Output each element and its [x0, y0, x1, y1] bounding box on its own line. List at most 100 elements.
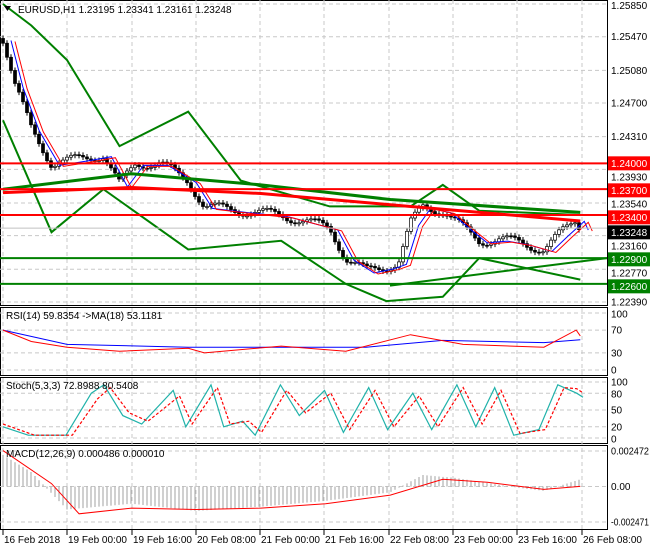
candle-body	[277, 211, 281, 215]
candle-body	[197, 196, 201, 203]
x-tick-label: 16 Feb 2018	[4, 535, 61, 546]
candle-body	[85, 156, 89, 160]
level-label: 1.22900	[611, 255, 648, 266]
candle-body	[313, 218, 317, 221]
candle-body	[349, 261, 353, 264]
candle-body	[409, 217, 413, 232]
candle-body	[369, 265, 373, 268]
candle-body	[229, 206, 233, 210]
candle-body	[273, 208, 277, 212]
candle-body	[81, 155, 85, 158]
candle-body	[373, 266, 377, 269]
candle-body	[433, 211, 437, 215]
candle-body	[549, 239, 553, 247]
candle-body	[37, 133, 41, 145]
level-label: 1.23700	[611, 186, 648, 197]
macd-signal-line	[2, 450, 581, 515]
ma-slow-green	[2, 172, 581, 214]
dropdown-triangle-icon[interactable]	[4, 6, 11, 11]
level-label-bg	[608, 156, 650, 171]
y-tick-label: 100	[611, 310, 628, 321]
candle-body	[325, 222, 329, 227]
candle-body	[221, 202, 225, 205]
panel-frame-3	[0, 445, 608, 530]
candle-body	[21, 91, 25, 103]
macd-label: MACD(12,26,9) 0.000486 0.000010	[6, 449, 165, 460]
y-tick-label: 1.25470	[611, 32, 648, 43]
x-tick-label: 23 Feb 00:00	[454, 535, 513, 546]
y-tick-label: 1.24700	[611, 99, 648, 110]
y-tick-label: 1.24310	[611, 132, 648, 143]
candle-body	[501, 236, 505, 240]
candle-body	[517, 237, 521, 241]
candle-body	[337, 241, 341, 251]
stoch-signal-line	[2, 386, 584, 436]
candle-body	[553, 234, 557, 241]
candle-body	[245, 215, 249, 218]
candle-body	[477, 237, 481, 245]
candle-body	[301, 221, 305, 224]
y-tick-label: 70	[611, 326, 623, 337]
candle-body	[25, 101, 29, 113]
y-tick-label: 1.25850	[611, 1, 648, 12]
stoch-label: Stoch(5,3,3) 72.8988 80.5408	[6, 381, 139, 392]
candle-body	[53, 165, 57, 168]
rsi-ma-line	[2, 329, 581, 348]
candle-body	[377, 267, 381, 270]
candle-body	[537, 251, 541, 254]
candle-body	[9, 56, 13, 71]
x-tick-label: 26 Feb 08:00	[583, 535, 642, 546]
candle-body	[485, 244, 489, 247]
candle-body	[217, 202, 221, 205]
y-tick-label: 0	[611, 434, 617, 445]
y-tick-label: 1.23930	[611, 172, 648, 183]
y-tick-label: 1.23160	[611, 241, 648, 252]
y-tick-label: 80	[611, 390, 623, 401]
candle-body	[449, 215, 453, 218]
current-price-label: 1.23248	[611, 228, 648, 239]
candle-body	[569, 223, 573, 226]
y-tick-label: 50	[611, 406, 623, 417]
candle-body	[149, 167, 153, 169]
candle-body	[573, 222, 577, 225]
chart-header: EURUSD,H1 1.23195 1.23341 1.23161 1.2324…	[18, 5, 232, 16]
bollinger-upper	[2, 3, 581, 216]
candle-body	[329, 226, 333, 233]
y-tick-label: 0.00	[611, 482, 631, 493]
candle-body	[257, 209, 261, 213]
current-price-label-bg	[608, 225, 650, 240]
candle-body	[353, 261, 357, 264]
candle-body	[321, 219, 325, 224]
candle-body	[205, 206, 209, 208]
rsi-label: RSI(14) 59.8354 ->MA(18) 53.1181	[6, 311, 163, 322]
candle-body	[265, 207, 269, 210]
candle-body	[289, 220, 293, 224]
y-tick-label: 0.002472	[611, 447, 649, 458]
candle-body	[473, 231, 477, 239]
candle-body	[529, 246, 533, 251]
y-tick-label: 1.25080	[611, 66, 648, 77]
y-tick-label: 100	[611, 378, 628, 389]
panel-frame-1	[0, 307, 608, 376]
candle-body	[505, 235, 509, 238]
candle-body	[29, 112, 33, 126]
candle-body	[317, 218, 321, 221]
ma-fast-red	[14, 41, 593, 275]
level-label: 1.23400	[611, 213, 648, 224]
candle-body	[17, 83, 21, 93]
candle-body	[45, 152, 49, 162]
candle-body	[33, 124, 37, 135]
candle-body	[341, 250, 345, 259]
rsi-line	[2, 329, 581, 354]
candle-body	[65, 156, 69, 161]
candle-body	[225, 203, 229, 207]
candle-body	[13, 70, 17, 84]
candle-body	[69, 154, 73, 158]
level-label: 1.22600	[611, 282, 648, 293]
candle-body	[509, 235, 513, 238]
candle-body	[557, 229, 561, 235]
level-label-bg	[608, 210, 650, 225]
y-tick-label: 30	[611, 348, 623, 359]
candle-body	[293, 222, 297, 225]
